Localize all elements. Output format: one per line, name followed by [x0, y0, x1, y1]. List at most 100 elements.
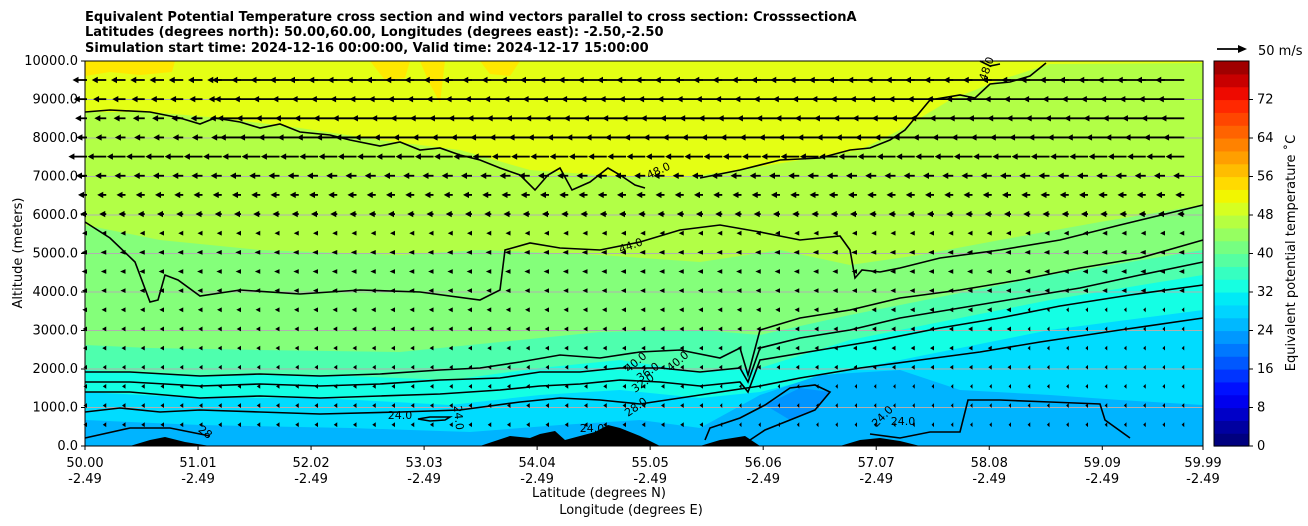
wind-vector — [407, 210, 415, 218]
wind-vector — [371, 307, 376, 313]
colorbar-band — [1214, 176, 1249, 190]
wind-vector — [545, 384, 549, 389]
wind-vector — [1077, 172, 1088, 179]
wind-vector — [699, 345, 703, 351]
wind-vector — [739, 384, 742, 389]
wind-vector — [989, 403, 992, 408]
wind-vector — [951, 134, 973, 141]
wind-vector — [216, 269, 222, 274]
wind-vector — [602, 345, 607, 351]
wind-vector — [255, 307, 261, 313]
wind-vector — [1104, 403, 1108, 408]
wind-vector — [212, 191, 222, 199]
wind-vector — [833, 326, 838, 332]
wind-vector — [890, 269, 896, 274]
wind-vector — [543, 288, 549, 294]
wind-vector — [544, 230, 549, 236]
wind-vector — [332, 230, 338, 236]
wind-vector — [622, 403, 626, 408]
wind-vector — [1140, 288, 1146, 294]
wind-vector — [230, 172, 241, 179]
wind-vector — [986, 288, 992, 294]
wind-vector — [545, 422, 549, 428]
wind-vector — [1008, 384, 1011, 389]
wind-vector — [1043, 249, 1050, 255]
wind-vector — [582, 230, 588, 236]
wind-vector — [816, 422, 819, 428]
wind-vector — [1085, 422, 1088, 428]
wind-vector — [931, 384, 934, 389]
wind-vector — [524, 288, 530, 294]
wind-vector — [1104, 364, 1108, 370]
wind-vector — [97, 191, 107, 199]
wind-vector — [122, 384, 126, 389]
wind-vector — [758, 422, 761, 428]
wind-vector — [210, 172, 222, 179]
wind-vector — [559, 191, 569, 199]
wind-vector — [736, 288, 742, 294]
wind-vector — [1143, 364, 1146, 370]
wind-vector — [660, 326, 665, 332]
wind-vector — [168, 76, 184, 84]
wind-vector — [501, 191, 511, 199]
wind-vector — [851, 269, 857, 274]
wind-vector — [970, 403, 973, 408]
wind-vector — [81, 249, 87, 255]
wind-vector — [873, 422, 877, 428]
wind-vector — [518, 172, 530, 179]
colorbar-band — [1214, 394, 1249, 409]
wind-vector — [94, 115, 107, 122]
wind-vector — [218, 364, 222, 370]
wind-vector — [296, 134, 318, 141]
wind-vector — [472, 153, 492, 160]
wind-vector — [480, 172, 492, 179]
wind-vector — [1009, 134, 1031, 141]
wind-vector — [370, 230, 376, 236]
wind-vector — [929, 230, 934, 236]
wind-vector — [195, 210, 203, 218]
wind-vector — [601, 230, 607, 236]
wind-vector — [197, 288, 203, 294]
wind-vector — [1181, 422, 1185, 428]
wind-vector — [428, 288, 434, 294]
wind-vector — [158, 269, 164, 274]
wind-vector — [393, 134, 415, 141]
x-tick-label-lat: 59.09 — [1084, 456, 1121, 471]
wind-vector — [907, 210, 915, 218]
wind-vector — [1158, 210, 1165, 218]
wind-vector — [1162, 364, 1165, 370]
wind-vector — [222, 153, 241, 160]
wind-vector — [1143, 134, 1165, 141]
wind-vector — [761, 153, 780, 160]
wind-vector — [122, 403, 126, 408]
wind-vector — [373, 134, 395, 141]
wind-vector — [659, 230, 665, 236]
y-tick-label: 8000.0 — [33, 131, 79, 146]
wind-vector — [522, 210, 530, 218]
wind-vector — [1085, 384, 1088, 389]
wind-vector — [313, 326, 318, 332]
wind-vector — [621, 307, 626, 313]
colorbar-band — [1214, 99, 1249, 113]
wind-vector — [1123, 364, 1127, 370]
wind-vector — [232, 191, 241, 199]
wind-vector — [588, 153, 607, 160]
wind-vector — [701, 134, 723, 141]
wind-vector — [949, 345, 954, 351]
x-axis-ticks: 50.00-2.4951.01-2.4952.02-2.4953.03-2.49… — [66, 446, 1222, 487]
wind-vector — [1027, 403, 1031, 408]
wind-vector — [409, 230, 415, 236]
wind-vector — [293, 230, 299, 236]
wind-vector — [234, 210, 241, 218]
wind-vector — [164, 153, 184, 160]
wind-vector — [333, 422, 338, 428]
wind-vector — [430, 422, 434, 428]
wind-vector — [1027, 326, 1031, 332]
wind-vector — [564, 345, 569, 351]
wind-vector — [1138, 210, 1146, 218]
wind-vector — [524, 249, 530, 255]
wind-vector — [1140, 230, 1146, 236]
wind-vector — [160, 403, 164, 408]
wind-vector — [430, 403, 434, 408]
y-tick-label: 10000.0 — [24, 54, 78, 69]
